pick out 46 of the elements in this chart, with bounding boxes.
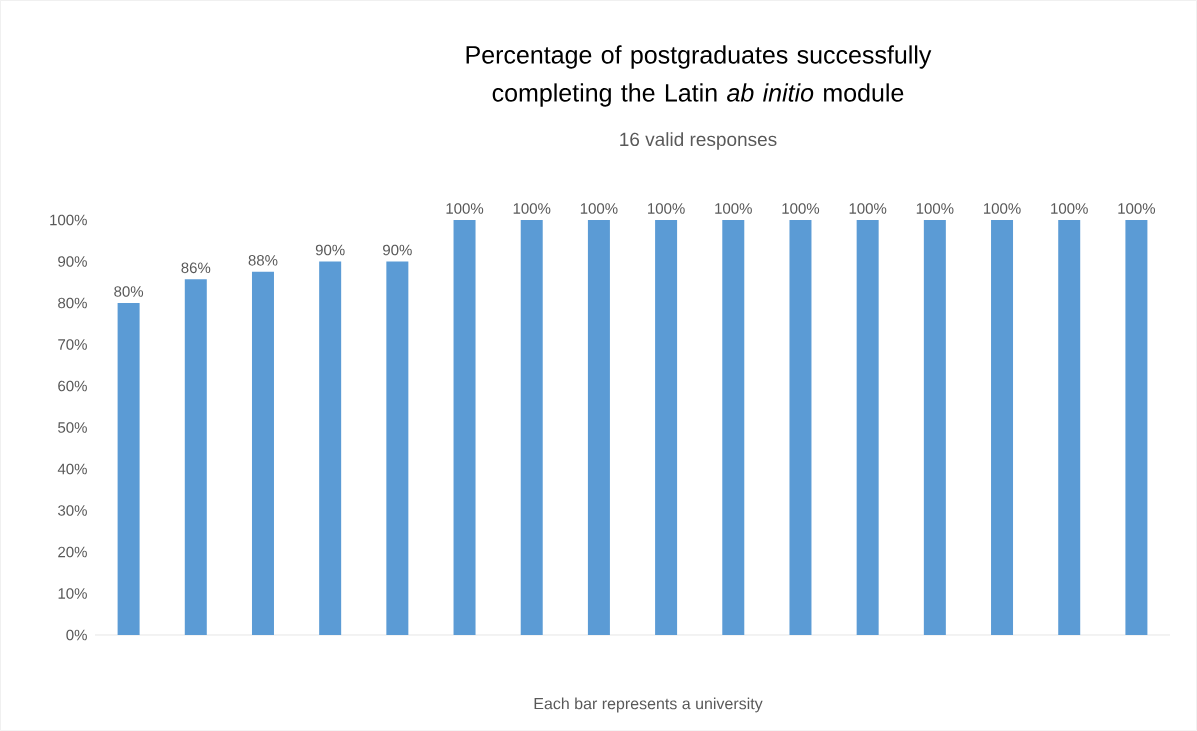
data-label: 100% (782, 203, 820, 214)
data-label: 100% (715, 203, 752, 214)
bar (991, 219, 1014, 635)
y-tick-label: 80% (58, 297, 87, 309)
x-axis-title: Each bar represents a university (534, 697, 763, 713)
y-tick-label: 40% (57, 463, 87, 475)
y-tick-label: 20% (58, 546, 87, 558)
data-label: 80% (114, 286, 144, 297)
data-label: 100% (513, 203, 551, 214)
bar (184, 279, 207, 635)
bar (453, 219, 476, 635)
y-tick-label: 50% (58, 422, 87, 433)
bar (587, 219, 610, 635)
data-label: 86% (181, 262, 211, 274)
y-tick-label: 90% (58, 256, 87, 267)
data-label: 100% (446, 203, 484, 214)
data-label: 100% (580, 203, 618, 214)
bar (856, 219, 879, 635)
data-label: 100% (1118, 203, 1156, 214)
y-tick-label: 10% (58, 588, 87, 599)
bar (1125, 219, 1148, 635)
y-tick-label: 70% (58, 339, 87, 350)
y-tick-label: 60% (58, 380, 87, 392)
bar (251, 271, 274, 635)
data-label: 100% (916, 203, 954, 214)
data-label: 90% (383, 244, 412, 256)
data-label: 90% (315, 244, 345, 256)
y-tick-label: 100% (50, 214, 87, 226)
data-label: 100% (1051, 203, 1088, 214)
chart-title: Percentage of postgraduates successfully completing the Latin ab initio module (466, 45, 932, 107)
bar (386, 261, 409, 635)
bar (923, 219, 946, 635)
y-tick-label: 0% (66, 629, 87, 641)
bar (520, 219, 543, 635)
data-label: 100% (648, 203, 685, 214)
bar (655, 219, 678, 635)
bar (789, 219, 812, 635)
chart-subtitle: 16 valid responses (620, 132, 777, 150)
bar (117, 302, 140, 635)
bar (319, 261, 342, 635)
bar (1058, 219, 1081, 635)
data-label: 100% (849, 203, 887, 214)
data-label: 88% (248, 255, 278, 266)
y-tick-label: 30% (58, 505, 87, 516)
data-label: 100% (984, 203, 1021, 214)
bar (722, 219, 745, 635)
